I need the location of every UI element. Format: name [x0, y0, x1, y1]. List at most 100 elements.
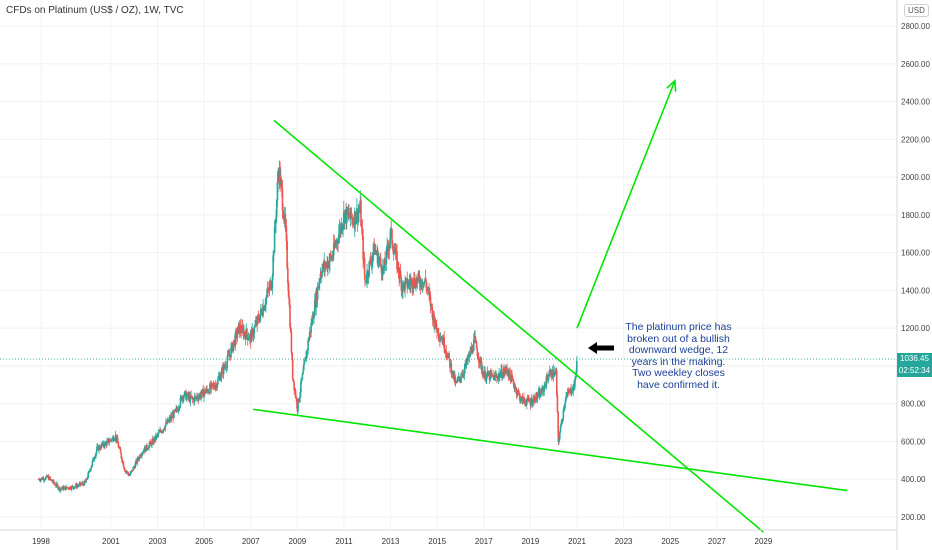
- candle-body: [42, 478, 45, 481]
- candle-body: [246, 328, 248, 335]
- candle-body: [121, 458, 123, 462]
- candle-body: [335, 240, 338, 245]
- candle-body: [118, 447, 120, 449]
- candle-body: [289, 304, 291, 328]
- candle-body: [435, 320, 438, 328]
- candle-body: [230, 347, 232, 358]
- candle-body: [348, 212, 350, 218]
- candle-body: [418, 273, 420, 278]
- candle-body: [213, 384, 215, 388]
- candle-body: [334, 244, 336, 248]
- candle-body: [528, 401, 531, 402]
- candle-body: [431, 304, 433, 311]
- candle-body: [336, 240, 339, 243]
- candle-body: [550, 369, 552, 378]
- candle-body: [460, 377, 462, 381]
- candle-body: [83, 481, 86, 486]
- candle-body: [272, 254, 274, 276]
- candle-body: [412, 288, 414, 290]
- candle-body: [217, 377, 220, 379]
- candle-body: [384, 263, 387, 265]
- candle-body: [450, 363, 453, 374]
- candle-body: [408, 281, 411, 284]
- candle-body: [355, 219, 357, 225]
- candle-body: [170, 416, 172, 421]
- candle-body: [389, 238, 391, 245]
- candle-body: [308, 337, 310, 342]
- candle-body: [204, 391, 207, 394]
- candle-body: [291, 352, 293, 361]
- candle-body: [274, 223, 277, 227]
- x-tick-label: 2025: [661, 537, 679, 546]
- candle-body: [391, 244, 394, 250]
- candle-body: [308, 331, 311, 338]
- candle-body: [523, 397, 525, 401]
- candle-body: [351, 218, 354, 223]
- candle-body: [56, 483, 59, 486]
- candle-body: [364, 274, 366, 281]
- y-tick-label: 2200.00: [901, 135, 930, 144]
- candle-body: [177, 409, 180, 412]
- annotation-line: years in the making.: [631, 355, 726, 368]
- candle-body: [369, 259, 372, 263]
- candle-body: [311, 314, 314, 324]
- candle-body: [265, 294, 268, 299]
- candle-body: [440, 338, 443, 341]
- candle-body: [434, 327, 436, 329]
- candle-body: [262, 306, 264, 316]
- candle-body: [50, 479, 53, 482]
- annotation-arrow: [588, 342, 614, 354]
- candle-body: [446, 354, 449, 358]
- candle-body: [410, 280, 412, 286]
- candle-body: [465, 358, 468, 366]
- candle-body: [512, 378, 514, 380]
- x-tick-label: 2015: [428, 537, 446, 546]
- candle-body: [77, 485, 80, 487]
- candle-body: [109, 439, 111, 442]
- candle-body: [513, 384, 516, 389]
- candle-body: [265, 298, 267, 306]
- candle-body: [65, 486, 67, 490]
- candle-body: [499, 373, 502, 378]
- candle-body: [284, 213, 287, 226]
- candle-body: [304, 357, 307, 361]
- candle-body: [448, 353, 450, 359]
- candle-body: [80, 483, 83, 485]
- candle-body: [564, 400, 567, 404]
- candle-body: [462, 374, 465, 376]
- candle-body: [146, 444, 148, 449]
- candle-body: [527, 397, 530, 399]
- candle-body: [157, 434, 159, 436]
- candle-body: [185, 391, 187, 400]
- candle-body: [456, 379, 459, 383]
- candle-body: [217, 378, 219, 385]
- candle-body: [287, 283, 290, 298]
- candle-body: [377, 259, 380, 266]
- candle-body: [163, 428, 166, 430]
- candle-body: [415, 279, 417, 289]
- last-price-label: 1036.45: [897, 353, 932, 366]
- candle-body: [210, 383, 213, 389]
- chart-title: CFDs on Platinum (US$ / OZ), 1W, TVC: [6, 5, 184, 16]
- candle-body: [558, 439, 560, 443]
- candle-body: [540, 390, 542, 395]
- y-tick-label: 800.00: [901, 400, 926, 409]
- candle-body: [556, 395, 559, 412]
- candle-body: [424, 277, 427, 281]
- candle-body: [399, 270, 402, 278]
- candle-body: [157, 432, 160, 435]
- candle-body: [264, 305, 267, 308]
- candle-body: [377, 250, 379, 266]
- candle-body: [565, 394, 568, 397]
- candle-body: [438, 336, 440, 338]
- candle-body: [76, 485, 79, 488]
- currency-button[interactable]: USD: [904, 4, 929, 17]
- candle-body: [329, 254, 332, 257]
- candle-body: [284, 225, 287, 227]
- candle-body: [54, 483, 56, 486]
- candle-body: [112, 436, 115, 441]
- candle-body: [161, 431, 163, 433]
- candle-body: [140, 455, 143, 457]
- candle-body: [71, 486, 73, 490]
